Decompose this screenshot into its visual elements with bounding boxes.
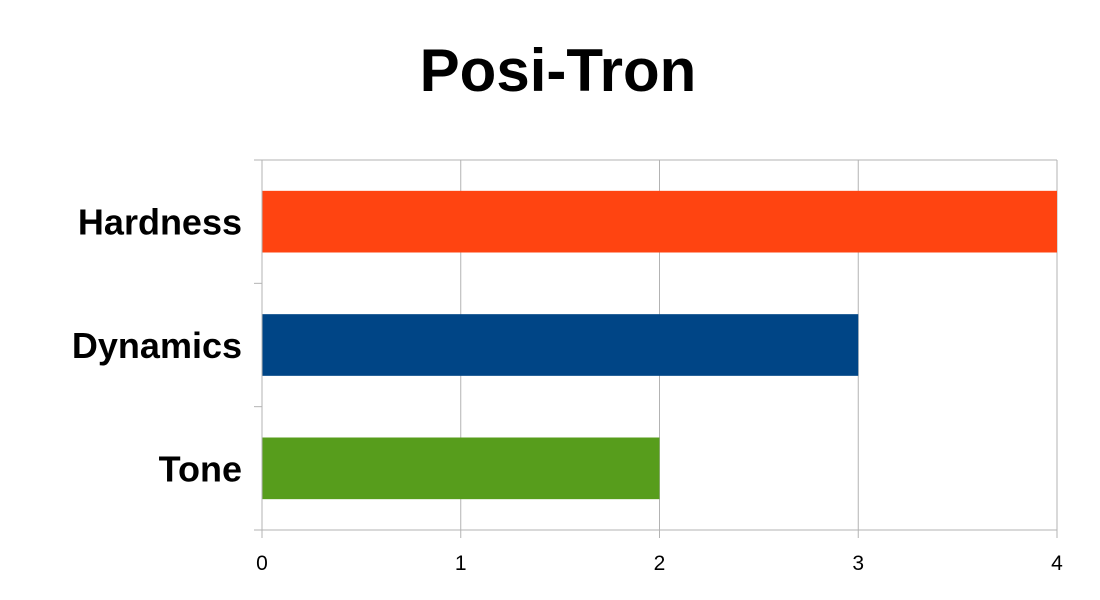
x-tick-label: 1: [455, 552, 467, 575]
x-tick-label: 0: [256, 552, 268, 575]
x-tick-label: 4: [1051, 552, 1063, 575]
category-label-tone: Tone: [159, 448, 242, 489]
x-tick-label: 2: [654, 552, 666, 575]
category-label-dynamics: Dynamics: [72, 325, 242, 366]
bar-tone: [262, 437, 660, 500]
axes: [254, 159, 1057, 531]
labels: 0 1 2 3 4 Hardness Dynamics Tone: [72, 202, 1063, 575]
x-tick-label: 3: [852, 552, 864, 575]
bar-hardness: [262, 190, 1057, 253]
bar-dynamics: [262, 314, 859, 376]
bars: [262, 190, 1057, 500]
category-label-hardness: Hardness: [78, 202, 242, 243]
chart-title: Posi-Tron: [419, 37, 697, 104]
